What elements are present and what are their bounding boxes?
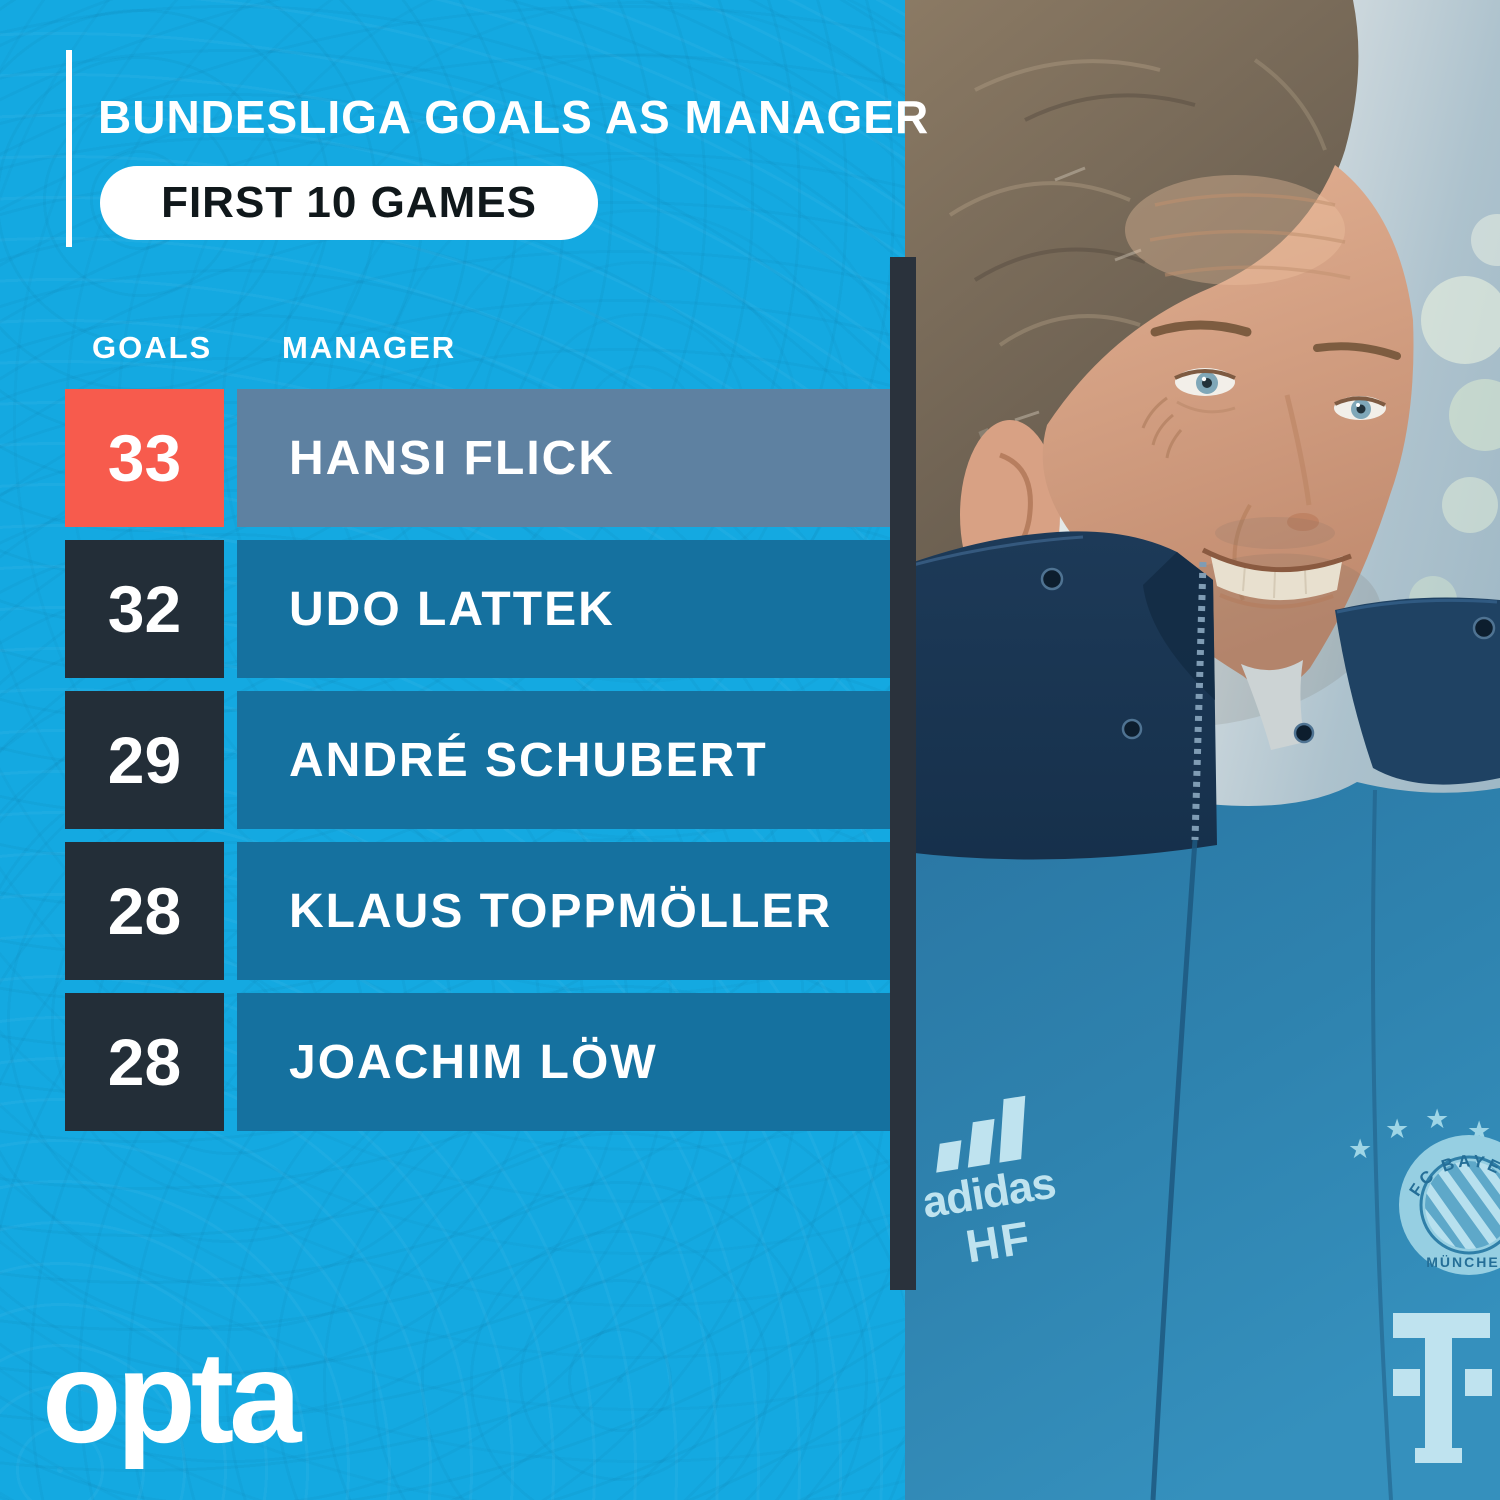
crest-text-bottom: MÜNCHEN [1426,1254,1500,1270]
jacket: adidas HF ★ ★ ★ ★ [905,531,1500,1500]
opta-logo: opta [42,1324,301,1470]
manager-cell: JOACHIM LÖW [237,993,890,1131]
table-row: 28 JOACHIM LÖW [65,993,890,1131]
column-header-manager: MANAGER [282,330,457,365]
star-icon: ★ [1348,1134,1372,1164]
jacket-collar-right [1335,597,1500,785]
manager-cell: UDO LATTEK [237,540,890,678]
manager-cell: ANDRÉ SCHUBERT [237,691,890,829]
adidas-bar-icon [999,1095,1026,1163]
subtitle-badge: FIRST 10 GAMES [100,166,598,240]
telekom-logo [1393,1313,1492,1463]
managers-table: 33 HANSI FLICK 32 UDO LATTEK 29 ANDRÉ SC… [65,389,890,1144]
hf-initials: HF [962,1211,1035,1273]
page-title: BUNDESLIGA GOALS AS MANAGER [98,91,930,143]
table-row: 28 KLAUS TOPPMÖLLER [65,842,890,980]
manager-cell: HANSI FLICK [237,389,890,527]
table-row: 29 ANDRÉ SCHUBERT [65,691,890,829]
goals-cell: 28 [65,993,224,1131]
nose [1284,394,1312,506]
crows-feet-wrinkles [1141,396,1183,459]
left-eye [1174,368,1236,396]
manager-label: JOACHIM LÖW [289,1035,658,1089]
table-row: 32 UDO LATTEK [65,540,890,678]
goals-cell: 29 [65,691,224,829]
goals-cell: 33 [65,389,224,527]
right-eyebrow [1313,342,1401,360]
right-eye [1334,396,1386,420]
goals-cell: 28 [65,842,224,980]
adidas-logo: adidas HF [919,1095,1058,1273]
star-icon: ★ [1385,1114,1409,1144]
side-strip [890,257,916,1290]
jacket-collar-left [905,531,1217,860]
zipper [1191,561,1207,841]
goals-cell: 32 [65,540,224,678]
manager-label: HANSI FLICK [289,431,615,485]
left-eyebrow [1150,320,1252,337]
photo-hansi-flick: adidas HF ★ ★ ★ ★ [905,0,1500,1500]
smiling-mouth [1201,547,1352,609]
column-header-goals: GOALS [92,330,213,365]
snap-buttons [1040,567,1496,744]
shirt-collar [1241,660,1305,750]
star-icon: ★ [1425,1104,1449,1134]
table-row: 33 HANSI FLICK [65,389,890,527]
manager-label: UDO LATTEK [289,582,615,636]
adidas-bar-icon [936,1140,962,1173]
bayern-crest: ★ ★ ★ ★ FC BAYERN [1348,1104,1500,1275]
manager-label: ANDRÉ SCHUBERT [289,733,768,787]
title-accent-line [66,50,72,247]
manager-label: KLAUS TOPPMÖLLER [289,884,833,938]
adidas-bar-icon [967,1118,995,1168]
manager-cell: KLAUS TOPPMÖLLER [237,842,890,980]
subtitle-badge-label: FIRST 10 GAMES [161,178,537,227]
